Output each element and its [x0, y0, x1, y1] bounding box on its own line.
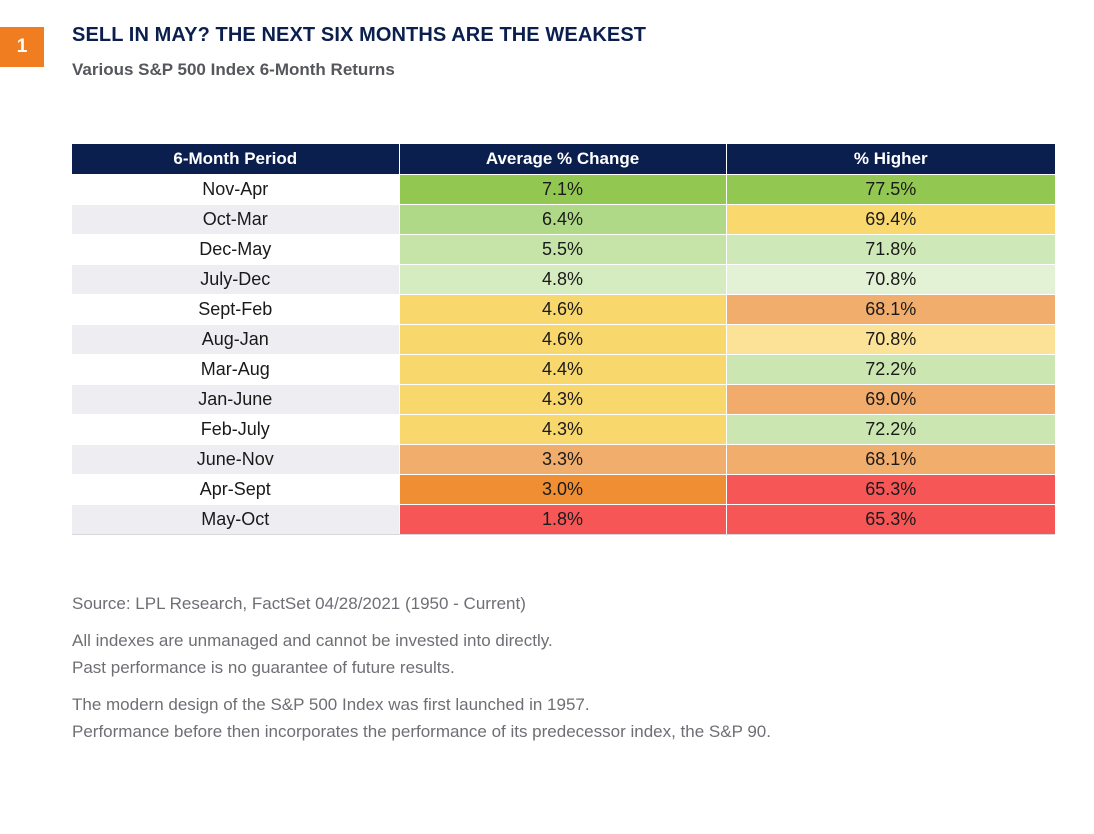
table-body: Nov-Apr 7.1% 77.5% Oct-Mar 6.4% 69.4% Dec-May 5… [72, 174, 1055, 535]
average-change-cell: 4.3% [398, 384, 726, 415]
table-row: Aug-Jan 4.6% 70.8% [72, 324, 1055, 355]
period-cell: Nov-Apr [72, 174, 399, 205]
column-header-average-change: Average % Change [398, 144, 726, 175]
percent-higher-cell: 72.2% [725, 414, 1055, 445]
percent-higher-cell: 69.4% [725, 204, 1055, 235]
period-cell: Mar-Aug [72, 354, 399, 385]
average-change-cell: 3.0% [398, 474, 726, 505]
percent-higher-cell: 68.1% [725, 294, 1055, 325]
table-row: Feb-July 4.3% 72.2% [72, 414, 1055, 445]
returns-table: 6-Month Period Average % Change % Higher… [72, 144, 1055, 535]
percent-higher-cell: 69.0% [725, 384, 1055, 415]
period-cell: Dec-May [72, 234, 399, 265]
table-row: Dec-May 5.5% 71.8% [72, 234, 1055, 265]
period-cell: July-Dec [72, 264, 399, 295]
period-cell: June-Nov [72, 444, 399, 475]
percent-higher-cell: 65.3% [725, 474, 1055, 505]
period-cell: Aug-Jan [72, 324, 399, 355]
period-cell: May-Oct [72, 504, 399, 535]
table-row: Jan-June 4.3% 69.0% [72, 384, 1055, 415]
percent-higher-cell: 71.8% [725, 234, 1055, 265]
period-cell: Sept-Feb [72, 294, 399, 325]
table-row: Nov-Apr 7.1% 77.5% [72, 174, 1055, 205]
footnotes: Source: LPL Research, FactSet 04/28/2021… [72, 590, 771, 745]
disclaimer-line-1: All indexes are unmanaged and cannot be … [72, 631, 553, 650]
percent-higher-cell: 77.5% [725, 174, 1055, 205]
chart-subtitle: Various S&P 500 Index 6-Month Returns [72, 60, 395, 79]
source-note: Source: LPL Research, FactSet 04/28/2021… [72, 594, 526, 613]
average-change-cell: 5.5% [398, 234, 726, 265]
average-change-cell: 1.8% [398, 504, 726, 535]
average-change-cell: 4.6% [398, 294, 726, 325]
table-row: May-Oct 1.8% 65.3% [72, 504, 1055, 535]
percent-higher-cell: 65.3% [725, 504, 1055, 535]
period-cell: Apr-Sept [72, 474, 399, 505]
table-row: Apr-Sept 3.0% 65.3% [72, 474, 1055, 505]
average-change-cell: 6.4% [398, 204, 726, 235]
average-change-cell: 4.4% [398, 354, 726, 385]
table-row: July-Dec 4.8% 70.8% [72, 264, 1055, 295]
percent-higher-cell: 72.2% [725, 354, 1055, 385]
average-change-cell: 4.3% [398, 414, 726, 445]
table-row: Sept-Feb 4.6% 68.1% [72, 294, 1055, 325]
average-change-cell: 7.1% [398, 174, 726, 205]
column-header-percent-higher: % Higher [725, 144, 1055, 175]
history-line-1: The modern design of the S&P 500 Index w… [72, 695, 590, 714]
history-line-2: Performance before then incorporates the… [72, 722, 771, 741]
average-change-cell: 4.8% [398, 264, 726, 295]
period-cell: Oct-Mar [72, 204, 399, 235]
period-cell: Feb-July [72, 414, 399, 445]
table-row: Oct-Mar 6.4% 69.4% [72, 204, 1055, 235]
chart-title: SELL IN MAY? THE NEXT SIX MONTHS ARE THE… [72, 24, 647, 46]
table-row: Mar-Aug 4.4% 72.2% [72, 354, 1055, 385]
percent-higher-cell: 70.8% [725, 324, 1055, 355]
percent-higher-cell: 68.1% [725, 444, 1055, 475]
disclaimer-line-2: Past performance is no guarantee of futu… [72, 658, 455, 677]
table-header-row: 6-Month Period Average % Change % Higher [72, 144, 1055, 175]
percent-higher-cell: 70.8% [725, 264, 1055, 295]
period-cell: Jan-June [72, 384, 399, 415]
column-header-period: 6-Month Period [72, 144, 399, 175]
average-change-cell: 4.6% [398, 324, 726, 355]
table-row: June-Nov 3.3% 68.1% [72, 444, 1055, 475]
average-change-cell: 3.3% [398, 444, 726, 475]
figure-number-badge: 1 [0, 27, 44, 67]
